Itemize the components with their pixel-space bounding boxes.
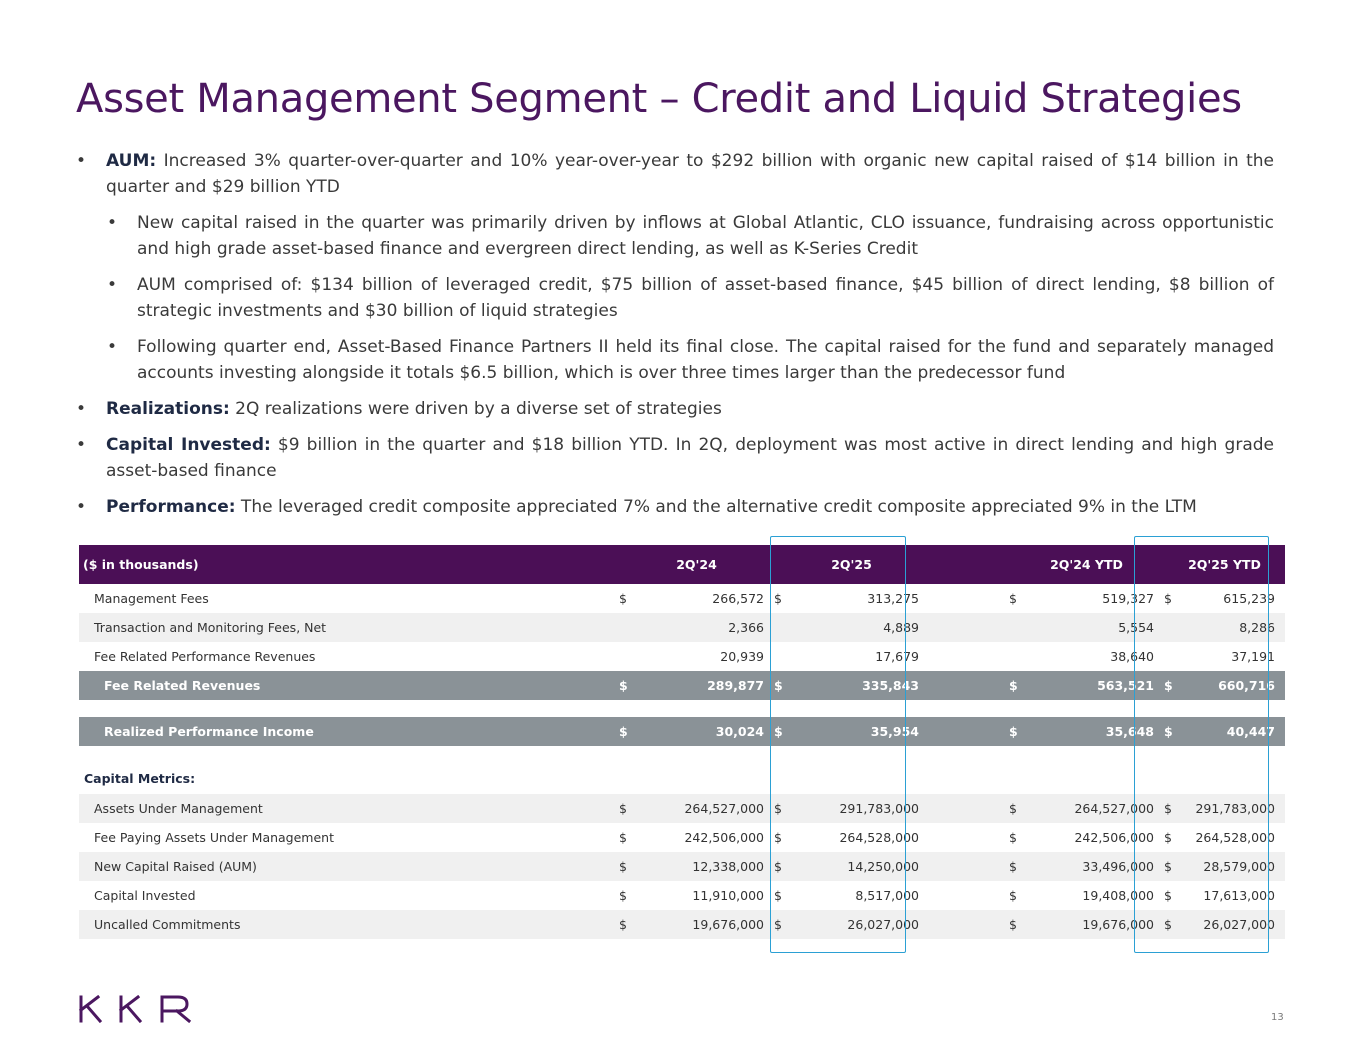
highlight-box-2q25 [770,536,906,953]
bullet-list: • AUM: Increased 3% quarter-over-quarter … [76,148,1274,530]
bullet-capital-invested: • Capital Invested: $9 billion in the qua… [76,435,1274,481]
bullet-performance: • Performance: The leveraged credit compo… [76,497,1197,517]
capital-metrics-heading: Capital Metrics: [84,771,196,786]
bullet-aum: • AUM: Increased 3% quarter-over-quarter … [76,151,1274,197]
sub-bullet-aum-composition: • AUM comprised of: $134 billion of lever… [107,275,1274,321]
financials-table: ($ in thousands) 2Q'24 2Q'25 2Q'24 YTD 2… [79,545,1285,939]
sub-bullet-final-close: • Following quarter end, Asset-Based Fina… [107,337,1274,383]
col-2q25-ytd: 2Q'25 YTD [1164,545,1285,584]
page-number: 13 [1271,1012,1284,1023]
col-2q24-ytd: 2Q'24 YTD [1009,545,1164,584]
table-row: Uncalled Commitments $19,676,000 $26,027… [79,910,1285,939]
col-2q25: 2Q'25 [774,545,929,584]
table-row: New Capital Raised (AUM) $12,338,000 $14… [79,852,1285,881]
table-row: Transaction and Monitoring Fees, Net 2,3… [79,613,1285,642]
kkr-logo [78,994,194,1027]
bullet-realizations: • Realizations: 2Q realizations were driv… [76,399,722,419]
table-row: Assets Under Management $264,527,000 $29… [79,794,1285,823]
highlight-box-2q25-ytd [1134,536,1269,953]
table-row: Fee Paying Assets Under Management $242,… [94,830,1275,845]
page-title: Asset Management Segment – Credit and Li… [76,76,1242,122]
summary-row-realized-performance-income: Realized Performance Income $30,024 $35,… [79,717,1285,746]
sub-bullet-new-capital: • New capital raised in the quarter was p… [107,213,1274,259]
table-row: Management Fees $266,572 $313,275 $519,3… [94,591,1275,606]
table-row: Fee Related Performance Revenues 20,939 … [94,649,1275,664]
col-2q24: 2Q'24 [619,545,774,584]
table-row: Capital Invested $11,910,000 $8,517,000 … [94,888,1275,903]
summary-row-fee-related-revenues: Fee Related Revenues $289,877 $335,843 $… [79,671,1285,700]
table-header: ($ in thousands) 2Q'24 2Q'25 2Q'24 YTD 2… [79,545,1285,584]
